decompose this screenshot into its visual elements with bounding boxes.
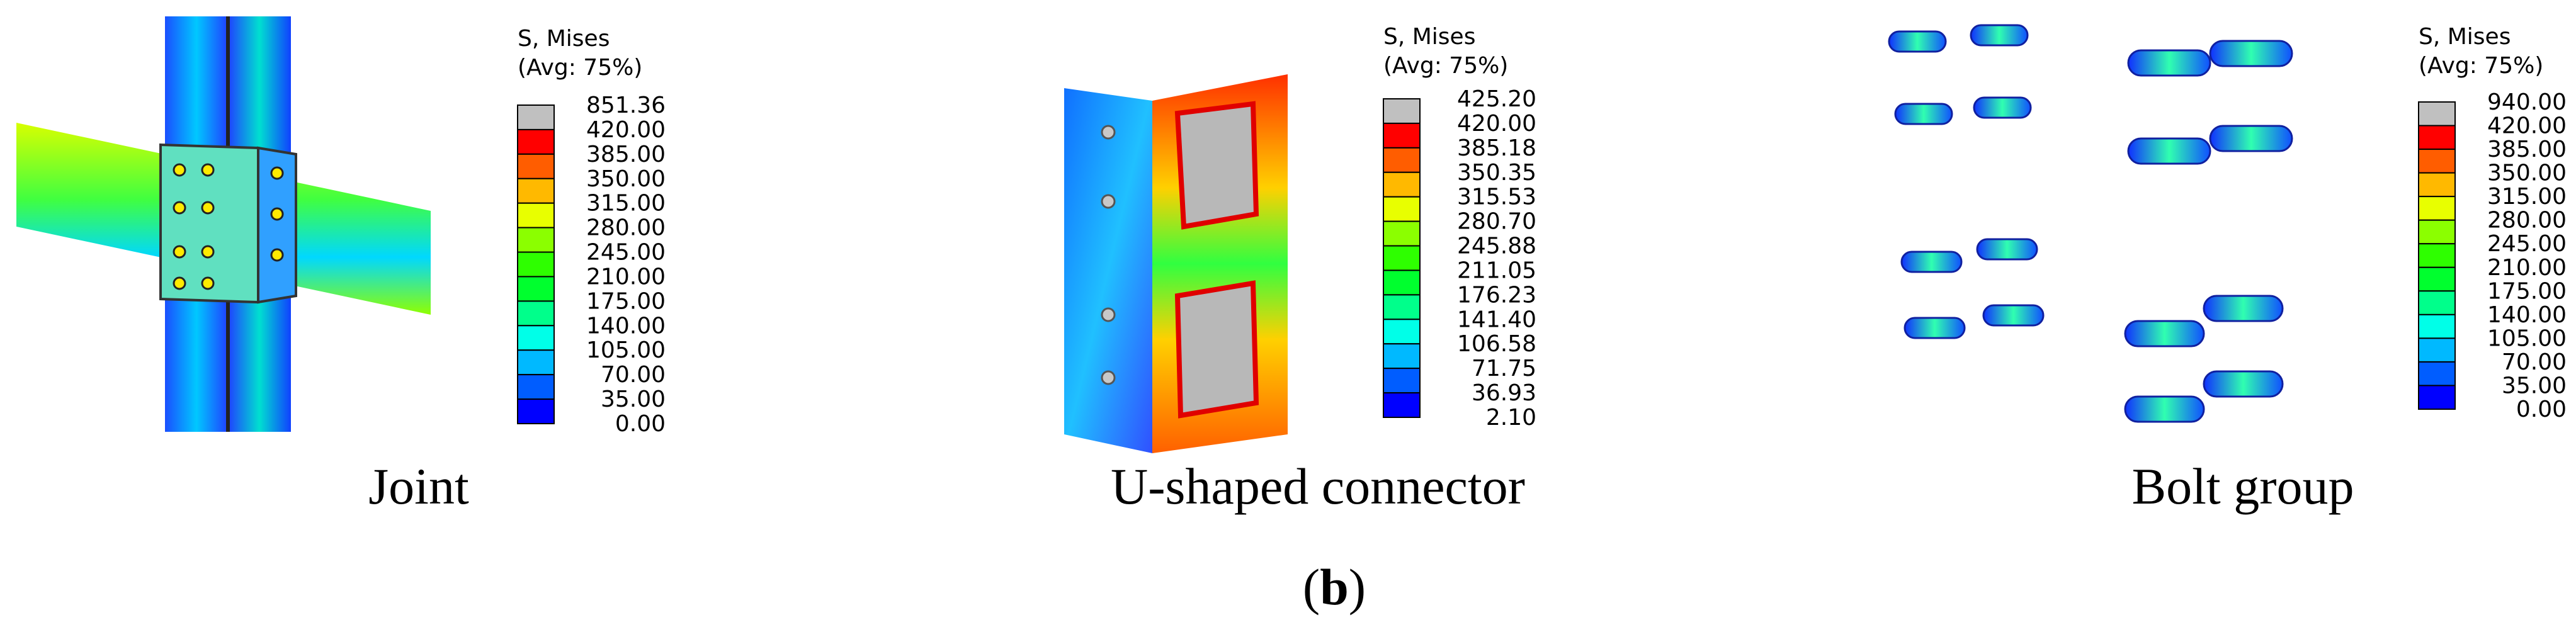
- legend-band: [1383, 392, 1421, 418]
- legend-band: [517, 276, 555, 302]
- label-open: (: [1303, 558, 1320, 616]
- legend-label: 176.23: [1457, 282, 1536, 308]
- joint-image: [16, 16, 431, 432]
- bolt-image: [1888, 24, 2293, 423]
- legend-band: [1383, 122, 1421, 149]
- legend-label: 385.18: [1457, 135, 1536, 161]
- legend-band: [517, 104, 555, 130]
- legend-label: 140.00: [586, 313, 666, 339]
- legend-label: 350.00: [586, 166, 666, 192]
- legend-label: 211.05: [1457, 257, 1536, 283]
- legend-label: 105.00: [586, 337, 666, 363]
- legend-title: S, Mises: [1383, 24, 1475, 50]
- legend-band: [2418, 172, 2456, 198]
- legend-label: 36.93: [1472, 380, 1536, 406]
- legend-label: 0.00: [2516, 397, 2567, 422]
- legend-label: 350.35: [1457, 160, 1536, 186]
- legend-label: 420.00: [586, 117, 666, 143]
- legend-band: [517, 128, 555, 155]
- legend-band: [1383, 147, 1421, 173]
- legend-label: 245.00: [2487, 231, 2567, 257]
- legend-label: 280.00: [586, 215, 666, 241]
- legend-title: S, Mises: [2419, 24, 2511, 50]
- legend-label: 385.00: [2487, 137, 2567, 162]
- legend-band: [2418, 385, 2456, 410]
- legend-label: 0.00: [615, 411, 666, 437]
- legend-band: [517, 227, 555, 253]
- legend-label: 35.00: [601, 387, 666, 412]
- legend-band: [2418, 149, 2456, 174]
- legend-band: [517, 300, 555, 327]
- caption: Joint: [368, 458, 469, 515]
- legend-band: [1383, 368, 1421, 394]
- legend-band: [1383, 294, 1421, 320]
- legend-band: [2418, 313, 2456, 339]
- legend-label: 420.00: [1457, 111, 1536, 137]
- legend-band: [2418, 196, 2456, 221]
- legend-band: [517, 202, 555, 229]
- legend-band: [2418, 219, 2456, 245]
- legend-band: [1383, 343, 1421, 370]
- legend-band: [2418, 243, 2456, 268]
- figure-label: (b): [1303, 558, 1366, 616]
- legend-label: 420.00: [2487, 113, 2567, 139]
- legend-label: 70.00: [601, 362, 666, 388]
- legend-label: 140.00: [2487, 302, 2567, 328]
- legend-label: 210.00: [2487, 255, 2567, 281]
- legend-band: [2418, 125, 2456, 150]
- legend-band: [1383, 319, 1421, 345]
- legend-label: 315.53: [1457, 184, 1536, 210]
- legend-band: [517, 178, 555, 204]
- legend-title: (Avg: 75%): [1383, 53, 1508, 79]
- legend-label: 425.20: [1457, 86, 1536, 112]
- legend-band: [517, 374, 555, 400]
- legend-band: [1383, 245, 1421, 271]
- legend-title: (Avg: 75%): [518, 55, 642, 81]
- legend-band: [1383, 220, 1421, 247]
- legend-label: 105.00: [2487, 325, 2567, 351]
- caption: Bolt group: [2131, 458, 2354, 515]
- legend-label: 315.00: [586, 191, 666, 217]
- legend-title: (Avg: 75%): [2419, 53, 2543, 79]
- legend-band: [517, 251, 555, 278]
- legend-label: 280.00: [2487, 208, 2567, 234]
- legend-band: [1383, 171, 1421, 198]
- label-close: ): [1349, 558, 1366, 616]
- legend-band: [517, 398, 555, 424]
- legend-label: 175.00: [2487, 278, 2567, 304]
- legend-title: S, Mises: [518, 26, 610, 52]
- legend-band: [2418, 101, 2456, 127]
- legend-label: 385.00: [586, 142, 666, 167]
- legend-label: 245.88: [1457, 234, 1536, 259]
- caption: U-shaped connector: [1111, 458, 1525, 515]
- legend-label: 70.00: [2502, 349, 2567, 375]
- label-letter: b: [1320, 558, 1349, 616]
- legend-band: [1383, 196, 1421, 222]
- legend-label: 280.70: [1457, 209, 1536, 235]
- legend-band: [517, 325, 555, 351]
- legend-band: [2418, 266, 2456, 292]
- connector-image: [1064, 74, 1288, 453]
- legend-band: [1383, 98, 1421, 124]
- legend-band: [2418, 337, 2456, 363]
- legend-label: 315.00: [2487, 184, 2567, 210]
- legend-label: 175.00: [586, 288, 666, 314]
- legend-band: [517, 153, 555, 179]
- legend-band: [517, 349, 555, 376]
- legend-label: 141.40: [1457, 307, 1536, 332]
- legend-label: 210.00: [586, 264, 666, 290]
- legend-label: 245.00: [586, 240, 666, 266]
- legend-label: 851.36: [586, 93, 666, 118]
- legend-label: 350.00: [2487, 161, 2567, 186]
- legend-label: 35.00: [2502, 373, 2567, 398]
- legend-label: 71.75: [1472, 356, 1536, 381]
- legend-label: 106.58: [1457, 331, 1536, 357]
- legend-label: 940.00: [2487, 89, 2567, 115]
- legend-band: [2418, 290, 2456, 315]
- legend-label: 2.10: [1486, 405, 1536, 431]
- legend-band: [2418, 361, 2456, 387]
- legend-band: [1383, 269, 1421, 296]
